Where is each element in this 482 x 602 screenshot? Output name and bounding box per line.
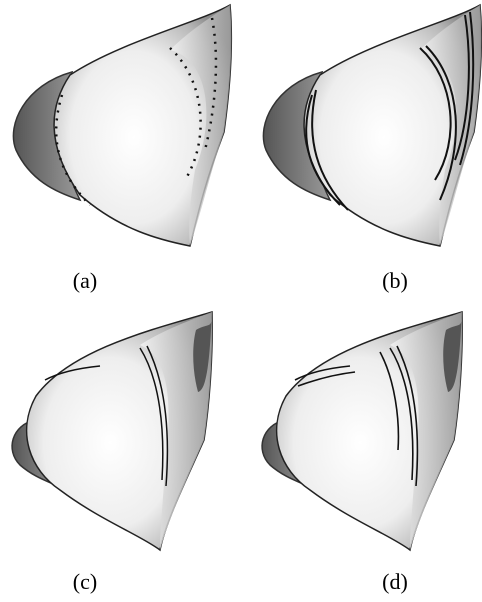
panel-label: (c) <box>73 569 97 594</box>
panel-label: (d) <box>382 569 408 594</box>
panel-label: (b) <box>382 268 408 293</box>
panel-c <box>12 312 212 550</box>
figure: (a) (b) (c) (d) <box>0 0 482 602</box>
panel-a <box>13 5 231 246</box>
panel-label: (a) <box>73 268 97 293</box>
panel-d <box>262 312 462 550</box>
panel-b <box>263 5 481 246</box>
